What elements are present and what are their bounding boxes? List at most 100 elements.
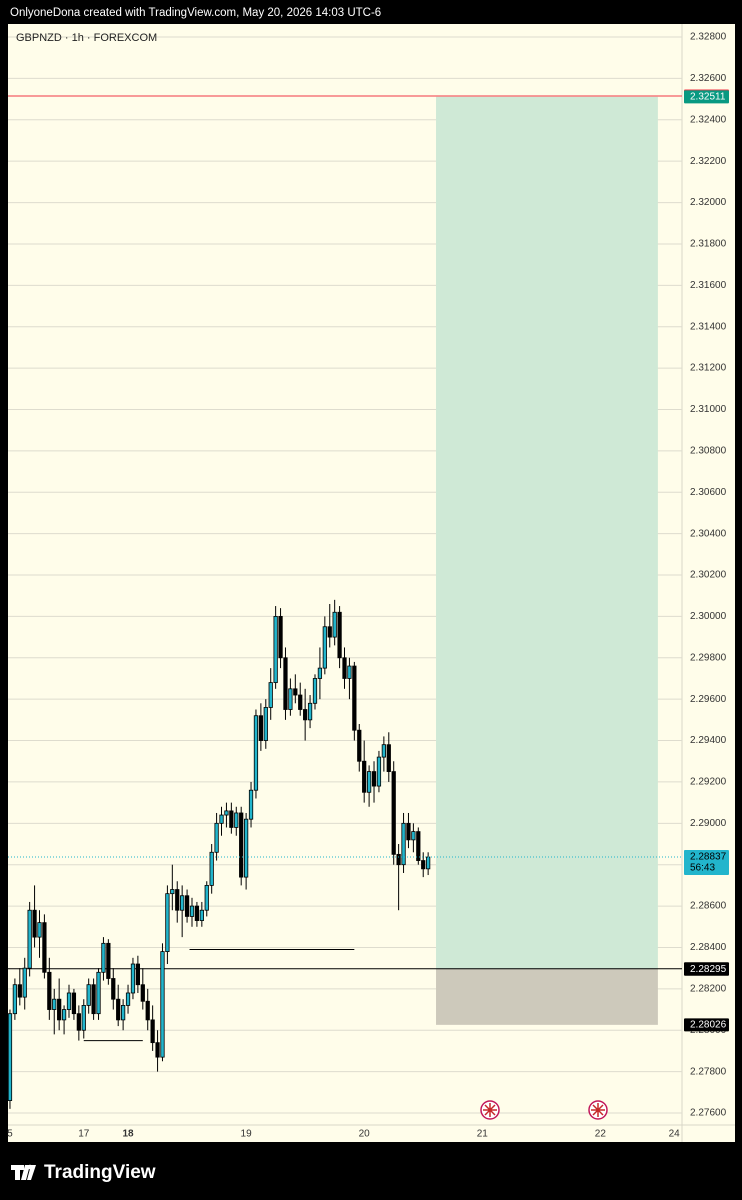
y-tick-label: 2.27600 [690, 1108, 727, 1119]
candle-body [81, 1005, 86, 1031]
candle-body [411, 831, 416, 841]
candle-body [96, 971, 101, 1015]
y-tick-label: 2.32200 [690, 156, 727, 167]
candle-body [189, 905, 195, 917]
candle-body [357, 729, 362, 762]
candle-body [243, 818, 249, 878]
price-label-box [684, 90, 729, 104]
candle-body [135, 963, 141, 986]
y-tick-label: 2.29000 [690, 818, 727, 829]
candle-body [317, 667, 323, 679]
y-tick-label: 2.32800 [690, 32, 727, 43]
footer-logo [11, 1164, 36, 1180]
candle-body [170, 889, 175, 895]
x-tick-label: 18 [122, 1129, 134, 1140]
x-tick-label: 19 [241, 1129, 253, 1140]
candle-body [57, 998, 62, 1021]
countdown-label: 56:43 [690, 863, 715, 874]
candle-body [366, 771, 372, 793]
y-tick-label: 2.32400 [690, 114, 727, 125]
x-tick-label: 22 [595, 1129, 607, 1140]
candle-body [106, 942, 111, 979]
y-tick-label: 2.32000 [690, 197, 727, 208]
candle-body [312, 678, 318, 704]
candle-body [229, 810, 234, 828]
candle-body [347, 665, 352, 679]
price-label: 2.28026 [690, 1019, 727, 1030]
y-tick-label: 2.29200 [690, 777, 727, 788]
y-tick-label: 2.31600 [690, 280, 727, 291]
candle-body [145, 1000, 150, 1021]
price-label: 2.32511 [690, 91, 726, 102]
candle-body [362, 760, 367, 793]
y-tick-label: 2.32600 [690, 73, 727, 84]
y-tick-label: 2.28400 [690, 942, 727, 953]
candle-body [327, 626, 332, 638]
y-tick-label: 2.28200 [690, 983, 727, 994]
price-label-box [684, 962, 729, 976]
candle-body [42, 922, 47, 973]
y-tick-label: 2.28600 [690, 901, 727, 912]
y-tick-label: 2.27800 [690, 1066, 727, 1077]
candle-body [396, 853, 401, 866]
header: OnlyoneDona created with TradingView.com… [10, 7, 381, 19]
y-tick-label: 2.30200 [690, 570, 727, 581]
y-tick-label: 2.31800 [690, 239, 727, 250]
candle-body [7, 1013, 13, 1101]
candle-body [278, 616, 283, 659]
candle-body [130, 963, 136, 994]
candle-body [352, 665, 357, 731]
price-label-box [684, 1018, 729, 1032]
candle-body [32, 909, 37, 938]
candle-body [391, 771, 396, 855]
y-tick-label: 2.30000 [690, 611, 727, 622]
x-tick-label: 5 [7, 1129, 13, 1140]
candle-body [76, 1013, 81, 1031]
candle-body [47, 971, 52, 1010]
candle-body [224, 810, 229, 816]
candle-body [125, 992, 131, 1006]
x-tick-label: 24 [669, 1129, 681, 1140]
candle-body [283, 657, 288, 710]
candle-body [17, 984, 22, 998]
candle-body [426, 856, 431, 870]
candle-body [401, 822, 406, 866]
candle-body [120, 1005, 126, 1021]
candle-body [12, 984, 18, 1015]
candle-body [86, 984, 91, 1006]
candle-body [209, 851, 214, 886]
candle-body [61, 1009, 67, 1021]
candle-body [140, 984, 145, 1002]
candle-body [371, 771, 377, 787]
x-tick-label: 20 [359, 1129, 371, 1140]
candle-body [27, 909, 32, 969]
candle-body [298, 694, 303, 710]
candle-body [52, 998, 57, 1010]
event-icon[interactable] [480, 1100, 500, 1120]
price-label-box [684, 850, 729, 876]
candle-body [288, 688, 293, 710]
candle-body [155, 1042, 160, 1058]
candle-body [322, 626, 327, 669]
y-tick-label: 2.29400 [690, 735, 727, 746]
price-label: 2.28295 [690, 964, 727, 975]
candle-body [175, 889, 180, 911]
candle-body [416, 831, 421, 861]
candle-body [199, 909, 204, 921]
candle-body [37, 922, 42, 938]
candle-body [293, 688, 298, 696]
candle-body [184, 895, 190, 917]
plot: 2.276002.278002.280002.282002.284002.286… [7, 32, 729, 1140]
candle-body [116, 998, 121, 1021]
y-tick-label: 2.30400 [690, 528, 727, 539]
candle-body [381, 744, 386, 758]
price-label: 2.28837 [690, 852, 727, 863]
candle-body [111, 978, 116, 1000]
event-icon[interactable] [588, 1100, 608, 1120]
candle-body [91, 984, 96, 1015]
candle-body [150, 1019, 155, 1044]
candle-body [376, 756, 382, 787]
y-tick-label: 2.31400 [690, 321, 727, 332]
